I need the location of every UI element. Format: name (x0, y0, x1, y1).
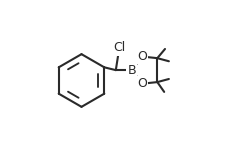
Text: O: O (137, 77, 147, 90)
Text: O: O (137, 50, 147, 63)
Text: Cl: Cl (113, 41, 126, 54)
Text: B: B (127, 64, 136, 77)
